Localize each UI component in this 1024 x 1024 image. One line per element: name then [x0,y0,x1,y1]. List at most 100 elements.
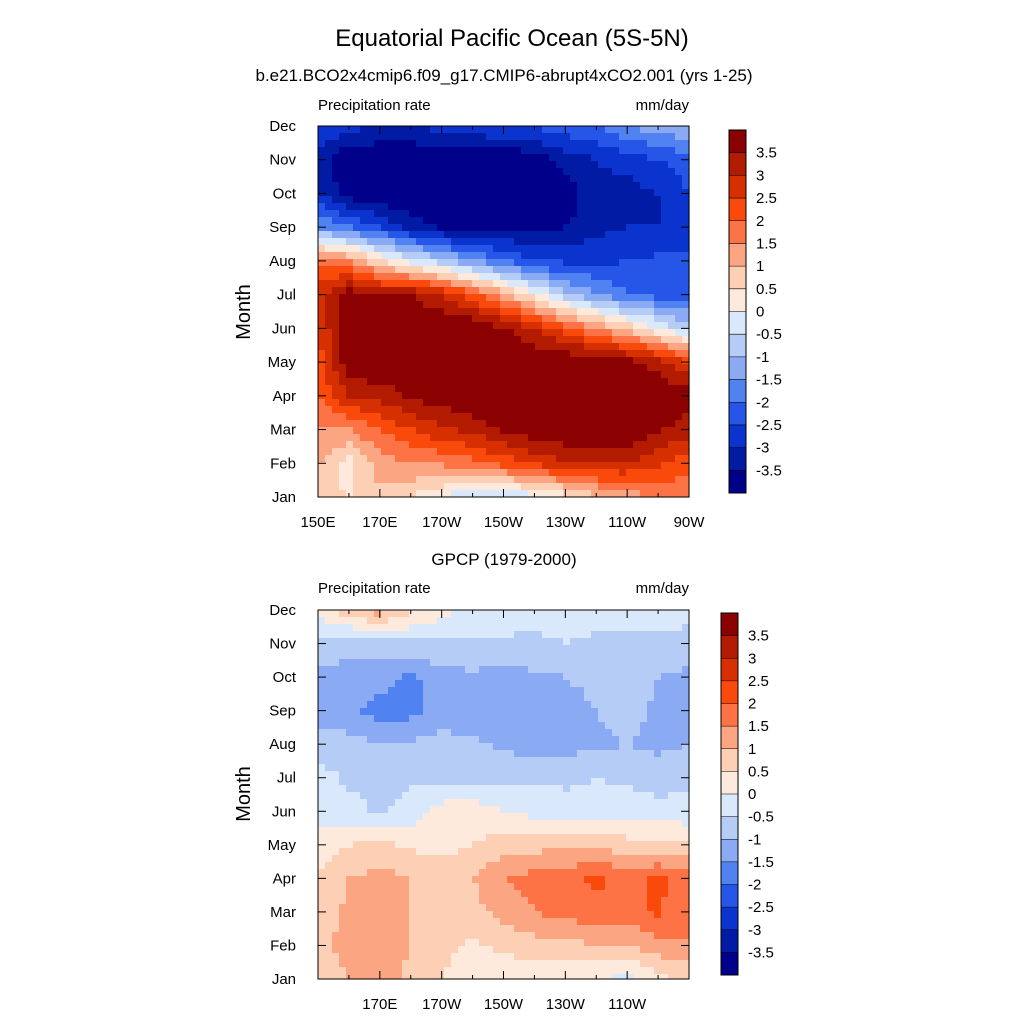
contour-cell [325,806,333,814]
contour-cell [486,659,494,667]
contour-cell [332,322,340,330]
contour-cell [451,161,459,169]
contour-cell [654,378,662,386]
contour-cell [430,399,438,407]
contour-cell [598,203,606,211]
contour-cell [521,189,529,197]
contour-cell [346,673,354,681]
contour-cell [388,483,396,491]
contour-cell [381,771,389,779]
contour-cell [528,371,536,379]
contour-cell [339,301,347,309]
contour-cell [507,729,515,737]
contour-cell [346,652,354,660]
contour-cell [514,203,522,211]
contour-cell [409,392,417,400]
colorbar-swatch [729,447,746,471]
contour-cell [605,357,613,365]
contour-cell [444,196,452,204]
contour-cell [402,743,410,751]
contour-cell [430,483,438,491]
contour-cell [591,455,599,463]
contour-cell [528,168,536,176]
contour-cell [619,659,627,667]
contour-cell [591,617,599,625]
contour-cell [570,266,578,274]
contour-cell [591,336,599,344]
contour-cell [437,161,445,169]
contour-cell [381,757,389,765]
contour-cell [444,841,452,849]
contour-cell [521,827,529,835]
contour-cell [374,469,382,477]
contour-cell [598,168,606,176]
contour-cell [514,666,522,674]
contour-cell [640,364,648,372]
contour-cell [388,245,396,253]
contour-cell [409,308,417,316]
contour-cell [367,757,375,765]
contour-cell [374,259,382,267]
contour-cell [591,322,599,330]
contour-cell [353,631,361,639]
contour-cell [367,427,375,435]
contour-cell [556,785,564,793]
contour-cell [647,126,655,134]
contour-cell [654,294,662,302]
contour-cell [360,701,368,709]
contour-cell [577,371,585,379]
contour-cell [486,357,494,365]
contour-cell [591,869,599,877]
x-tick-label: 150E [300,514,335,531]
contour-cell [598,750,606,758]
contour-cell [577,392,585,400]
contour-cell [458,708,466,716]
contour-cell [507,659,515,667]
contour-cell [493,687,501,695]
contour-cell [479,133,487,141]
contour-cell [458,189,466,197]
contour-cell [318,161,326,169]
contour-cell [500,694,508,702]
contour-cell [591,694,599,702]
contour-cell [444,392,452,400]
contour-cell [381,841,389,849]
contour-cell [542,336,550,344]
contour-cell [409,413,417,421]
contour-cell [472,441,480,449]
contour-cell [500,273,508,281]
contour-cell [493,350,501,358]
contour-cell [563,483,571,491]
contour-cell [514,343,522,351]
contour-cell [451,813,459,821]
contour-cell [360,455,368,463]
contour-cell [416,287,424,295]
contour-cell [535,799,543,807]
contour-cell [465,673,473,681]
contour-cell [402,729,410,737]
contour-cell [451,645,459,653]
contour-cell [675,624,683,632]
contour-cell [500,413,508,421]
contour-cell [472,175,480,183]
contour-cell [605,147,613,155]
contour-cell [437,273,445,281]
contour-cell [325,476,333,484]
contour-cell [577,462,585,470]
contour-cell [612,469,620,477]
contour-cell [465,280,473,288]
contour-cell [416,715,424,723]
contour-cell [472,792,480,800]
contour-cell [465,294,473,302]
contour-cell [591,820,599,828]
contour-cell [409,343,417,351]
contour-cell [605,336,613,344]
contour-cell [381,848,389,856]
contour-cell [479,715,487,723]
contour-cell [423,701,431,709]
contour-cell [577,483,585,491]
contour-cell [318,610,326,618]
contour-cell [346,771,354,779]
contour-cell [465,701,473,709]
contour-cell [640,238,648,246]
